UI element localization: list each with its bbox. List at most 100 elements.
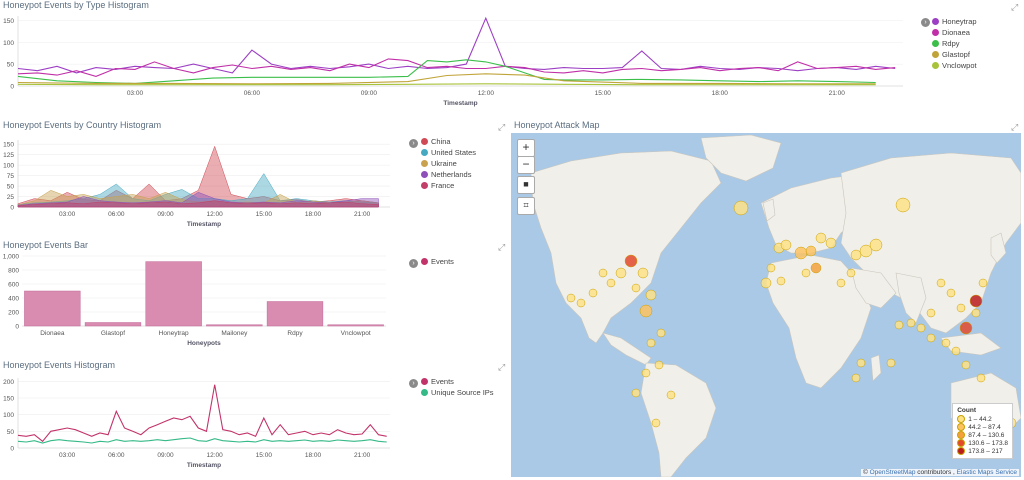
attack-dot (760, 277, 772, 289)
legend-swatch (421, 378, 428, 385)
legend-label: Unique Source IPs (431, 388, 494, 397)
events-histogram-chart: 0 50 100 150 200 03:00 06:00 09:00 12:00 15:00 18:… (3, 378, 390, 469)
attack-dot (780, 239, 792, 251)
legend-toggle-icon[interactable]: › (409, 379, 418, 388)
x-tick-label: 21:00 (354, 452, 371, 459)
x-tick-label: Mailoney (221, 330, 248, 337)
expand-icon[interactable]: ⤢ (498, 122, 506, 132)
legend-item[interactable]: Events (421, 376, 494, 387)
legend-toggle-icon[interactable]: › (409, 139, 418, 148)
expand-icon[interactable]: ⤢ (498, 362, 506, 372)
zoom-out-button[interactable]: − (517, 156, 535, 174)
y-tick-label: 600 (8, 282, 19, 289)
x-tick-label: Vnclowpot (341, 330, 371, 337)
x-tick-label: 18:00 (305, 452, 322, 459)
attack-dot (971, 308, 981, 318)
map-legend-swatch (957, 415, 966, 423)
central-america (602, 332, 652, 366)
expand-icon[interactable]: ⤢ (1011, 122, 1019, 132)
map-legend-rows: 1 – 44.2 44.2 – 87.4 87.4 – 130.6 130.6 – 1… (957, 415, 1008, 455)
legend-swatch (421, 160, 428, 167)
attack-dot (916, 323, 926, 333)
attack-dot (794, 246, 808, 260)
attack-dot (815, 232, 827, 244)
y-tick-label: 50 (7, 62, 15, 69)
x-tick-label: 09:00 (157, 211, 174, 218)
legend-label: Netherlands (431, 170, 472, 179)
attack-dot (810, 262, 822, 274)
bar-honeytrap (145, 261, 202, 327)
x-tick-label: Dionaea (40, 330, 65, 337)
attack-dot (598, 268, 608, 278)
legend-label: Events (431, 257, 454, 266)
zoom-in-button[interactable]: + (517, 139, 535, 157)
legend-label: Glastopf (942, 50, 970, 59)
country-histogram-chart: 0 25 50 75 100 125 150 03:00 06:00 09:00 12:00 15:0… (3, 140, 390, 228)
legend-item[interactable]: United States (421, 147, 476, 158)
type-histogram-chart: 0 50 100 150 03:00 06:00 09:00 12:00 15:00 18:00 2… (3, 16, 903, 107)
legend-label: China (431, 137, 451, 146)
attack-dot (641, 368, 651, 378)
x-tick-label: 03:00 (59, 211, 76, 218)
draw-rectangle-button[interactable]: ■ (517, 176, 535, 194)
y-tick-label: 150 (3, 18, 14, 25)
bar-dionaea (24, 290, 81, 327)
legend-item[interactable]: Vnclowpot (932, 60, 977, 71)
series-line-glastopf (17, 73, 876, 85)
legend: China United States Ukraine Netherlands Fran… (421, 136, 476, 191)
world-map[interactable] (511, 133, 1021, 477)
legend-toggle-icon[interactable]: › (409, 259, 418, 268)
attack-dot (951, 346, 961, 356)
attack-dot (645, 289, 657, 301)
series-line-vnclowpot (17, 83, 876, 86)
x-tick-label: 18:00 (712, 90, 729, 97)
japan (990, 232, 1007, 264)
legend-item[interactable]: Ukraine (421, 158, 476, 169)
legend-toggle-icon[interactable]: › (921, 18, 930, 27)
legend-item[interactable]: France (421, 180, 476, 191)
expand-icon[interactable]: ⤢ (1011, 2, 1019, 12)
panel-title: Honeypot Events by Type Histogram (3, 0, 149, 10)
attack-dot (615, 267, 627, 279)
expand-icon[interactable]: ⤢ (498, 242, 506, 252)
india (895, 272, 927, 324)
attack-map[interactable]: + − ■ ⌗ Count 1 – 44.2 44.2 – 87.4 87.4 – … (511, 133, 1021, 477)
panel-title: Honeypot Events by Country Histogram (3, 120, 162, 130)
bar-glastopf (84, 322, 142, 327)
legend-item[interactable]: Dionaea (932, 27, 977, 38)
legend-label: France (431, 181, 455, 190)
y-tick-label: 400 (8, 296, 19, 303)
x-tick-label: 21:00 (354, 211, 371, 218)
y-tick-label: 100 (3, 412, 14, 419)
x-tick-label: 06:00 (108, 452, 125, 459)
panel-title: Honeypot Attack Map (514, 120, 600, 130)
attack-dot (766, 263, 776, 273)
x-tick-label: 21:00 (829, 90, 846, 97)
attack-dot (976, 373, 986, 383)
legend-label: Dionaea (942, 28, 970, 37)
legend-item[interactable]: Unique Source IPs (421, 387, 494, 398)
attack-dot (895, 197, 911, 213)
legend-item[interactable]: Glastopf (932, 49, 977, 60)
legend-item[interactable]: Rdpy (932, 38, 977, 49)
y-tick-label: 0 (15, 324, 19, 331)
legend-swatch (932, 51, 939, 58)
map-legend-item: 87.4 – 130.6 (957, 431, 1008, 439)
ems-link[interactable]: Elastic Maps Service (956, 469, 1017, 476)
attack-dot (637, 267, 649, 279)
crop-icon[interactable]: ⌗ (517, 197, 535, 215)
attack-dot (850, 249, 862, 261)
arabia (850, 267, 897, 309)
south-america (640, 362, 717, 477)
legend-item[interactable]: Netherlands (421, 169, 476, 180)
legend-item[interactable]: Honeytrap (932, 16, 977, 27)
legend-item[interactable]: Events (421, 256, 454, 267)
land-masses (530, 134, 1021, 477)
attack-dot (846, 268, 856, 278)
osm-link[interactable]: OpenStreetMap (869, 469, 916, 476)
greenland (700, 134, 782, 182)
attack-dot (801, 268, 811, 278)
legend-item[interactable]: China (421, 136, 476, 147)
attack-dot (926, 333, 936, 343)
legend-label: Vnclowpot (942, 61, 977, 70)
